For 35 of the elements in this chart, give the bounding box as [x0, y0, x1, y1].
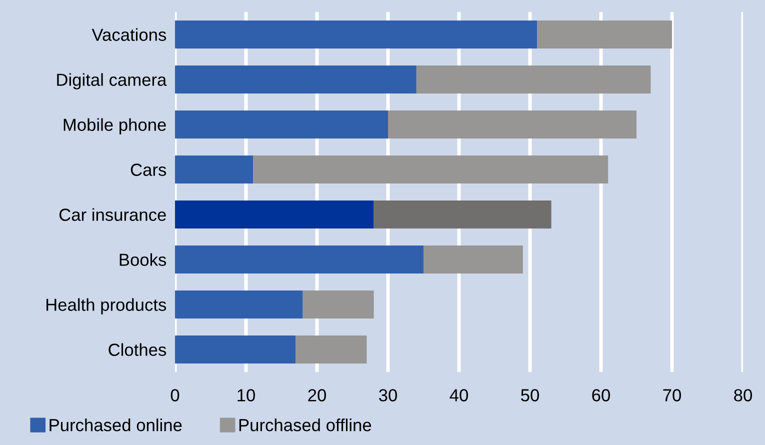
bar: [296, 336, 367, 364]
x-tick-label: 30: [379, 389, 397, 402]
y-tick-label: Mobile phone: [64, 118, 166, 134]
y-tick-label: Health products: [46, 298, 166, 314]
bar: [424, 246, 523, 274]
x-tick-label: 60: [592, 389, 610, 402]
bar: [253, 156, 608, 184]
bar: [175, 246, 424, 274]
x-tick-label: 50: [521, 389, 539, 402]
legend-label: Purchased offline: [239, 418, 372, 432]
bar: [175, 20, 538, 48]
x-tick-label: 0: [170, 389, 180, 402]
bar: [175, 110, 388, 138]
x-tick-label: 80: [734, 389, 752, 402]
bar: [175, 336, 296, 364]
bar: [175, 66, 416, 94]
legend-label: Purchased online: [50, 418, 182, 432]
y-tick-label: Clothes: [108, 343, 166, 356]
y-tick-label: Digital camera: [57, 73, 167, 90]
bar: [175, 156, 254, 184]
x-tick-label: 40: [450, 389, 468, 402]
bar: [416, 66, 651, 94]
bar: [175, 290, 303, 318]
x-tick-label: 20: [308, 389, 326, 402]
y-tick-label: Vacations: [92, 28, 166, 41]
y-tick-label: Cars: [130, 164, 166, 176]
bar: [388, 110, 636, 138]
x-tick-label: 70: [663, 389, 681, 402]
bar: [537, 20, 672, 48]
y-tick-label: Car insurance: [59, 208, 166, 221]
bar: [374, 200, 552, 228]
x-tick-label: 10: [238, 389, 255, 402]
bar: [175, 200, 374, 228]
bar: [302, 290, 374, 318]
y-tick-label: Books: [120, 253, 166, 266]
